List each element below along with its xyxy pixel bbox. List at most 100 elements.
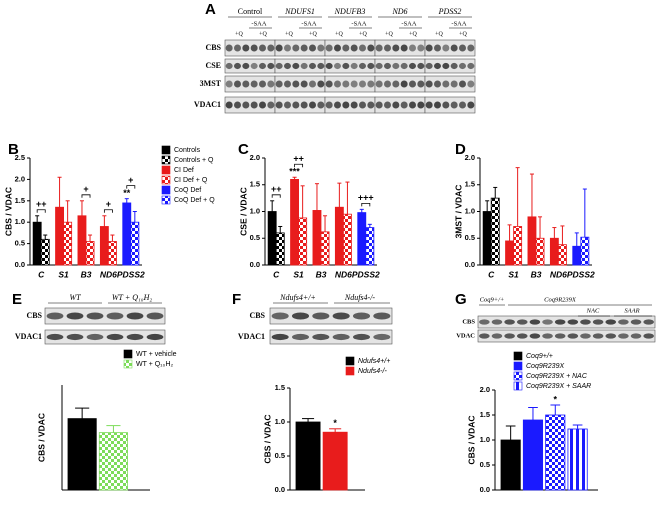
- blot-band: [292, 101, 300, 109]
- legend-label: Coq9R239X + SAAR: [526, 383, 591, 390]
- blot-band: [554, 333, 566, 339]
- blot-band: [367, 101, 375, 109]
- blot-band: [467, 62, 475, 70]
- bar: [572, 245, 582, 266]
- legend-label: Controls: [174, 147, 201, 154]
- y-axis-label: CSE / VDAC: [238, 187, 248, 236]
- blot-band: [384, 62, 391, 70]
- blot-band: [592, 333, 604, 339]
- blot-band: [384, 80, 391, 88]
- error-bar: [65, 200, 70, 223]
- legend-label: CoQ Def: [174, 187, 201, 194]
- blot-band: [291, 312, 310, 320]
- bar: [505, 240, 515, 266]
- blot-row-label: VDAC: [456, 332, 475, 339]
- y-tick-label: 1.5: [250, 180, 260, 189]
- blot-band: [317, 101, 325, 109]
- blot-band: [352, 312, 371, 320]
- blot-band: [400, 101, 408, 109]
- legend-swatch: [161, 145, 171, 155]
- significance-bracket: [271, 194, 281, 198]
- blot-band: [86, 333, 104, 341]
- y-tick-label: 1.0: [275, 417, 285, 426]
- error-bar: [43, 234, 48, 240]
- bar: [275, 232, 285, 266]
- y-axis-label: CBS / VDAC: [3, 187, 13, 236]
- blot-band: [491, 333, 503, 339]
- error-bar: [337, 182, 342, 208]
- blot-band: [359, 101, 366, 109]
- blot-band: [292, 62, 300, 70]
- y-tick-label: 1.5: [480, 410, 490, 419]
- blot-band: [242, 44, 250, 52]
- panel-letter: G: [455, 291, 467, 308]
- blot-row-label: VDAC1: [194, 100, 221, 109]
- y-tick-label: 2.0: [465, 153, 475, 162]
- blot-band: [442, 80, 450, 88]
- blot-band: [400, 62, 408, 70]
- bar: [549, 237, 559, 266]
- blot-group-label: WT + Q₁₀H₂: [112, 293, 152, 302]
- y-axis-label: CBS / VDAC: [466, 415, 476, 464]
- blot-band: [126, 312, 144, 320]
- panel-letter: F: [232, 291, 241, 308]
- blot-band: [516, 333, 528, 339]
- bar: [108, 241, 117, 266]
- blot-band: [434, 44, 441, 52]
- blot-band: [409, 62, 416, 70]
- blot-band: [325, 80, 333, 88]
- blot-band: [434, 80, 441, 88]
- error-bar: [582, 188, 587, 238]
- bar: [334, 206, 344, 266]
- significance-bracket: [103, 209, 113, 213]
- blot-band: [66, 333, 84, 341]
- y-tick-label: 1.5: [15, 196, 25, 205]
- blot-band: [146, 312, 164, 320]
- blot-strip: [424, 75, 476, 93]
- blot-supplement: +Q: [385, 31, 393, 37]
- blot-band: [467, 80, 475, 88]
- error-bar: [314, 183, 319, 211]
- bar: [295, 421, 321, 491]
- blot-band: [450, 101, 458, 109]
- blot-band: [284, 44, 291, 52]
- blot-row-label: CBS: [462, 318, 475, 325]
- bar: [490, 197, 500, 266]
- blot-group-label: NDUFS1: [284, 7, 315, 16]
- bar: [342, 213, 352, 266]
- blot-band: [350, 44, 358, 52]
- blot-strip: [477, 329, 656, 343]
- blot-band: [250, 101, 258, 109]
- blot-band: [567, 333, 579, 339]
- blot-band: [384, 101, 391, 109]
- blot-group-label: SAAR: [624, 307, 639, 314]
- bar: [357, 212, 367, 266]
- blot-band: [317, 44, 325, 52]
- blot-band: [580, 333, 591, 339]
- blot-band: [479, 333, 490, 339]
- y-tick-label: 1.5: [465, 180, 475, 189]
- annotation: ++: [36, 199, 47, 209]
- blot-band: [106, 333, 124, 341]
- blot-supplement: +Q: [359, 31, 367, 37]
- legend-label: CI Def + Q: [174, 177, 208, 184]
- bar: [513, 226, 523, 266]
- legend-label: WT + Q₁₀H₂: [136, 361, 174, 368]
- legend-swatch: [513, 351, 523, 361]
- blot-strip: [269, 307, 393, 325]
- blot-group-label: WT: [69, 293, 81, 302]
- bar: [122, 202, 132, 266]
- annotation: ***: [289, 167, 300, 177]
- bar: [580, 236, 590, 266]
- bar: [267, 211, 277, 266]
- legend-label: Coq9R239X + NAC: [526, 373, 588, 380]
- annotation: **: [123, 188, 131, 198]
- error-bar: [359, 208, 364, 213]
- y-tick-label: 1.0: [465, 206, 475, 215]
- y-tick-label: 2.0: [480, 385, 490, 394]
- x-tick-label: PDSS2: [117, 269, 145, 279]
- blot-band: [417, 80, 425, 88]
- annotation: *: [333, 418, 337, 428]
- blot-band: [267, 62, 275, 70]
- blot-band: [342, 80, 350, 88]
